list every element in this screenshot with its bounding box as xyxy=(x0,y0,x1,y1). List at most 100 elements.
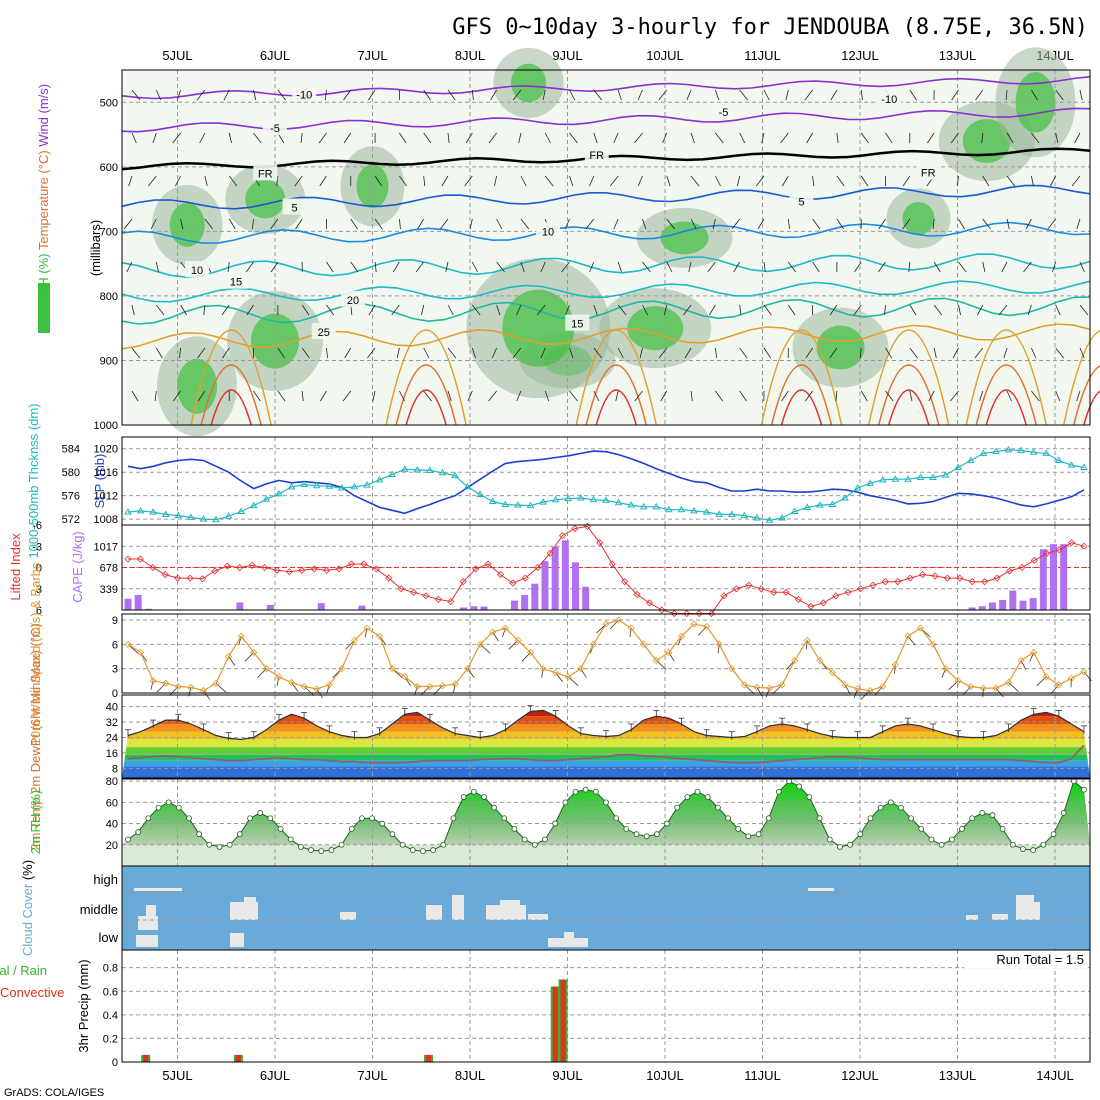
rh2m-marker xyxy=(725,815,731,822)
wind-barb xyxy=(763,89,770,101)
wind-barb xyxy=(642,261,651,273)
wind-barb xyxy=(253,89,257,101)
warm-contour xyxy=(770,364,833,426)
isotherm-label: -5 xyxy=(719,107,729,119)
wind10m-marker xyxy=(841,681,849,689)
rh2m-marker xyxy=(226,841,233,848)
thickness-marker xyxy=(639,502,648,510)
wind-barb xyxy=(812,261,820,273)
wind10m-marker xyxy=(1080,668,1088,676)
wind10m-marker xyxy=(438,682,447,690)
wind-barb xyxy=(690,390,693,402)
wind-barb xyxy=(368,304,376,316)
wind10m-marker xyxy=(640,640,648,648)
date-label-bottom: 11JUL xyxy=(744,1068,781,1083)
thickness-marker xyxy=(375,475,384,483)
wind10m-marker xyxy=(514,636,522,644)
wind-barb xyxy=(471,304,481,316)
wind-barb xyxy=(326,261,334,273)
wind10m-marker xyxy=(816,656,824,665)
upper-air-ytick: 700 xyxy=(100,226,118,238)
wind-barb xyxy=(196,89,206,101)
wind10m-marker xyxy=(250,648,258,657)
thickness-marker xyxy=(589,495,598,503)
cape-bar xyxy=(1039,549,1047,610)
wind-barb xyxy=(447,304,454,316)
wind-barb xyxy=(690,218,697,230)
wind-barb xyxy=(950,390,959,402)
wind-barb xyxy=(714,347,718,359)
thickness-marker xyxy=(828,500,837,507)
lifted-index-marker xyxy=(397,585,405,593)
upper-air-ylabel-text: RH (%) Temperature (°C) Wind (m/s) xyxy=(36,84,51,296)
wind-barb xyxy=(812,175,815,187)
rh2m-marker xyxy=(582,786,589,793)
warm-contour xyxy=(760,329,843,426)
thickness-marker xyxy=(488,497,497,505)
temp-band xyxy=(122,766,1090,778)
lifted-index-marker xyxy=(1080,542,1088,550)
lifted-index-marker xyxy=(732,585,740,593)
wind-barb xyxy=(180,218,184,230)
upper-air-ylabel: RH (%) Temperature (°C) Wind (m/s) xyxy=(36,84,51,296)
thickness-marker xyxy=(451,471,459,479)
lifted-index-marker xyxy=(881,578,889,586)
wind-barb xyxy=(613,218,619,230)
wind10m-marker xyxy=(728,665,736,673)
wind-barb xyxy=(739,132,746,144)
wind-barb xyxy=(399,390,406,402)
warm-contour xyxy=(985,389,1027,426)
rh2m-marker xyxy=(623,825,630,832)
cape-bar xyxy=(266,604,274,610)
lifted-index-marker xyxy=(422,592,430,600)
cape-bar xyxy=(978,606,986,610)
wind10m-marker xyxy=(690,620,698,628)
wind-barb xyxy=(152,132,157,144)
thickness-marker xyxy=(237,507,246,515)
cape-bar xyxy=(1029,598,1037,610)
wind-barb xyxy=(902,218,911,230)
wind-barb xyxy=(690,132,695,144)
thickness-marker xyxy=(841,494,849,501)
wind-barb xyxy=(589,175,595,187)
wind-barb xyxy=(1031,132,1040,144)
wind-barb xyxy=(223,89,230,101)
wind-barb xyxy=(715,390,724,402)
lifted-index-marker xyxy=(968,578,976,586)
chart-title: GFS 0~10day 3-hourly for JENDOUBA (8.75E… xyxy=(452,15,1088,40)
thickness-marker xyxy=(803,503,812,510)
thickness-marker xyxy=(916,473,925,480)
wind-barb xyxy=(245,261,254,273)
rh2m-marker xyxy=(735,825,742,832)
wind-barb xyxy=(1031,89,1038,101)
lifted-index-marker xyxy=(484,560,492,568)
wind10m-barb xyxy=(276,676,280,686)
cape-ylabel-text: CAPE (J/kg) xyxy=(70,531,85,603)
footer-credit: GrADS: COLA/IGES xyxy=(4,1087,104,1099)
thickness-marker xyxy=(765,516,774,523)
temp-ytick: 8 xyxy=(112,763,118,775)
lifted-index-marker xyxy=(869,581,877,589)
date-label-bottom: 5JUL xyxy=(162,1068,192,1083)
rh2m-marker xyxy=(216,844,223,850)
wind-barb xyxy=(805,347,813,359)
wind-barb xyxy=(518,132,522,144)
wind-barb xyxy=(374,218,383,230)
rh2m-marker xyxy=(236,831,243,838)
wind-barb xyxy=(982,261,986,273)
date-label-top: 12JUL xyxy=(841,48,879,63)
wind-barb xyxy=(180,304,187,316)
wind-barb xyxy=(131,390,139,402)
thickness-marker xyxy=(1042,449,1051,456)
wind-barb xyxy=(155,304,165,316)
wind-barb xyxy=(491,347,497,359)
wind10m-barb xyxy=(364,628,368,638)
wind-barb xyxy=(561,261,570,273)
wind10m-marker xyxy=(1004,678,1013,687)
wind-barb xyxy=(854,261,862,273)
cape-bar xyxy=(144,608,152,610)
wind-barb xyxy=(516,390,522,402)
wind-barb xyxy=(860,89,863,101)
rh-region-saturated xyxy=(502,289,575,367)
run-total-box xyxy=(964,951,1088,968)
